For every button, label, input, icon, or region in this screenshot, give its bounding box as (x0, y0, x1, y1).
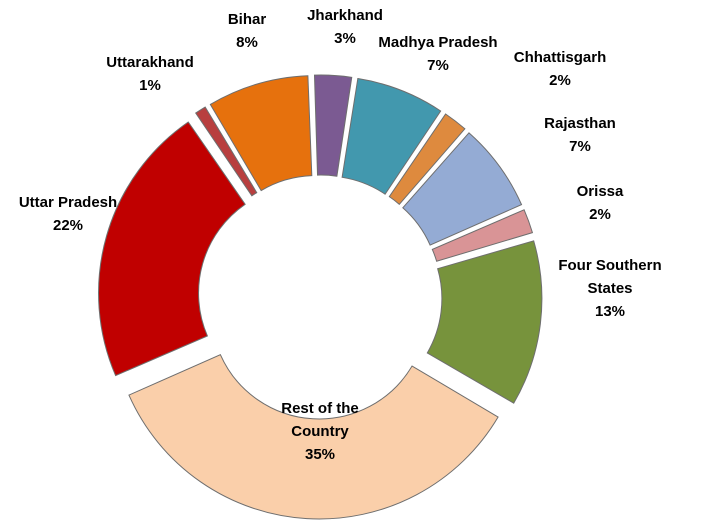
slice-bihar (209, 75, 313, 192)
label-jharkhand: Jharkhand 3% (307, 7, 383, 47)
chart-slices (98, 74, 543, 520)
label-value: 2% (549, 72, 571, 89)
label-name: Four Southern (558, 257, 661, 274)
label-value: 8% (236, 34, 258, 51)
label-rest-of-the-country: Rest of the Country 35% (281, 400, 359, 463)
label-name: Chhattisgarh (514, 49, 607, 66)
label-name: Uttar Pradesh (19, 194, 117, 211)
slice-uttar-pradesh (98, 121, 246, 377)
label-orissa: Orissa 2% (577, 183, 624, 223)
slice-madhya-pradesh (341, 77, 442, 195)
label-value: 1% (139, 77, 161, 94)
label-madhya-pradesh: Madhya Pradesh 7% (378, 34, 497, 74)
label-four-southern-states: Four Southern States 13% (558, 257, 661, 320)
label-name: Madhya Pradesh (378, 34, 497, 51)
label-name: Uttarakhand (106, 54, 194, 71)
slice-rajasthan (402, 132, 523, 246)
label-value: 7% (569, 138, 591, 155)
slice-four-southern-states (426, 240, 543, 404)
label-value: 2% (589, 206, 611, 223)
label-name: Rest of the (281, 400, 359, 417)
label-uttarakhand: Uttarakhand 1% (106, 54, 194, 94)
label-value: 22% (53, 217, 83, 234)
label-value: 13% (595, 303, 625, 320)
label-rajasthan: Rajasthan 7% (544, 115, 616, 155)
label-name: States (587, 280, 632, 297)
label-name: Jharkhand (307, 7, 383, 24)
label-chhattisgarh: Chhattisgarh 2% (514, 49, 607, 89)
chart-labels: Jharkhand 3% Madhya Pradesh 7% Chhattisgarh 2… (19, 7, 662, 463)
slice-uttarakhand (194, 106, 258, 197)
slice-jharkhand (313, 74, 353, 177)
slice-chhattisgarh (388, 113, 466, 206)
label-name: Bihar (228, 11, 267, 28)
slice-rest-of-the-country (128, 353, 499, 520)
label-name: Orissa (577, 183, 624, 200)
label-value: 35% (305, 446, 335, 463)
label-name: Rajasthan (544, 115, 616, 132)
label-value: 3% (334, 30, 356, 47)
label-name: Country (291, 423, 349, 440)
label-uttar-pradesh: Uttar Pradesh 22% (19, 194, 117, 234)
label-value: 7% (427, 57, 449, 74)
slice-orissa (431, 209, 534, 262)
label-bihar: Bihar 8% (228, 11, 267, 51)
